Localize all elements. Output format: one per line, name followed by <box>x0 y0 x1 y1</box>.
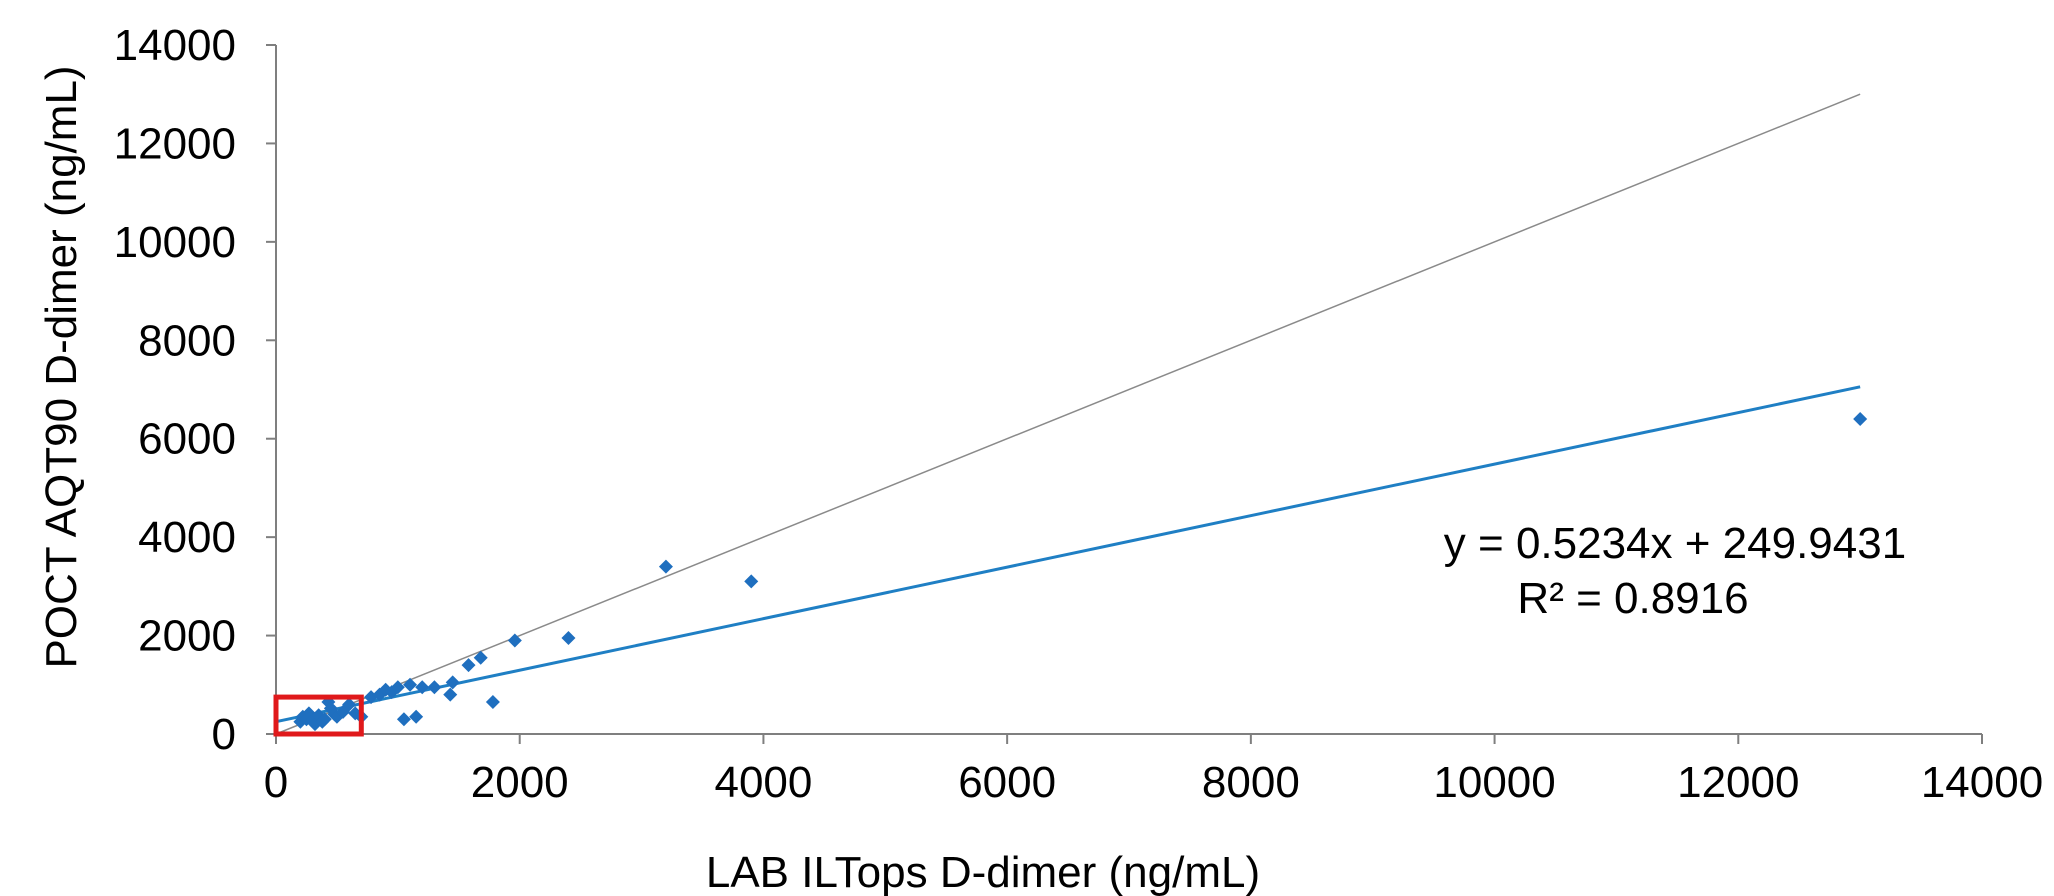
data-point <box>403 677 418 692</box>
data-points <box>273 412 1868 737</box>
data-point <box>443 687 458 702</box>
x-tick-label: 8000 <box>1202 758 1300 807</box>
data-point <box>427 680 442 695</box>
y-axis-title: POCT AQT90 D-dimer (ng/mL) <box>37 65 86 668</box>
tick-labels: 0 2000 4000 6000 8000 10000 12000 14000 0 2000 400… <box>114 21 2044 807</box>
trendline <box>275 385 1861 724</box>
axes <box>266 44 1983 744</box>
data-point <box>473 650 488 665</box>
data-point <box>342 697 357 712</box>
data-point <box>390 680 405 695</box>
y-tick-label: 4000 <box>138 513 236 562</box>
data-point <box>409 709 424 724</box>
data-point <box>658 559 673 574</box>
x-axis-title: LAB ILTops D-dimer (ng/mL) <box>706 848 1260 896</box>
data-point <box>396 712 411 727</box>
r-squared-label: R² = 0.8916 <box>1517 574 1748 623</box>
data-point <box>744 574 759 589</box>
x-tick-label: 4000 <box>714 758 812 807</box>
x-tick-label: 14000 <box>1921 758 2043 807</box>
data-point <box>485 695 500 710</box>
x-tick-label: 10000 <box>1433 758 1555 807</box>
x-tick-label: 12000 <box>1677 758 1799 807</box>
y-tick-label: 10000 <box>114 218 236 267</box>
highlight-box <box>273 694 364 737</box>
y-tick-label: 12000 <box>114 119 236 168</box>
y-tick-label: 6000 <box>138 415 236 464</box>
data-point <box>445 675 460 690</box>
x-tick-label: 6000 <box>958 758 1056 807</box>
y-tick-label: 14000 <box>114 21 236 70</box>
data-point <box>1853 412 1868 427</box>
data-point <box>461 658 476 673</box>
trendline-equation: y = 0.5234x + 249.9431 <box>1444 519 1906 568</box>
data-point <box>415 680 430 695</box>
data-point <box>507 633 522 648</box>
data-point <box>317 712 332 727</box>
y-tick-label: 2000 <box>138 612 236 661</box>
y-tick-label: 0 <box>212 710 236 759</box>
x-tick-label: 2000 <box>471 758 569 807</box>
fit-lines <box>275 93 1861 735</box>
identity-line <box>275 93 1861 735</box>
x-tick-label: 0 <box>264 758 288 807</box>
y-tick-label: 8000 <box>138 316 236 365</box>
data-point <box>561 631 576 646</box>
